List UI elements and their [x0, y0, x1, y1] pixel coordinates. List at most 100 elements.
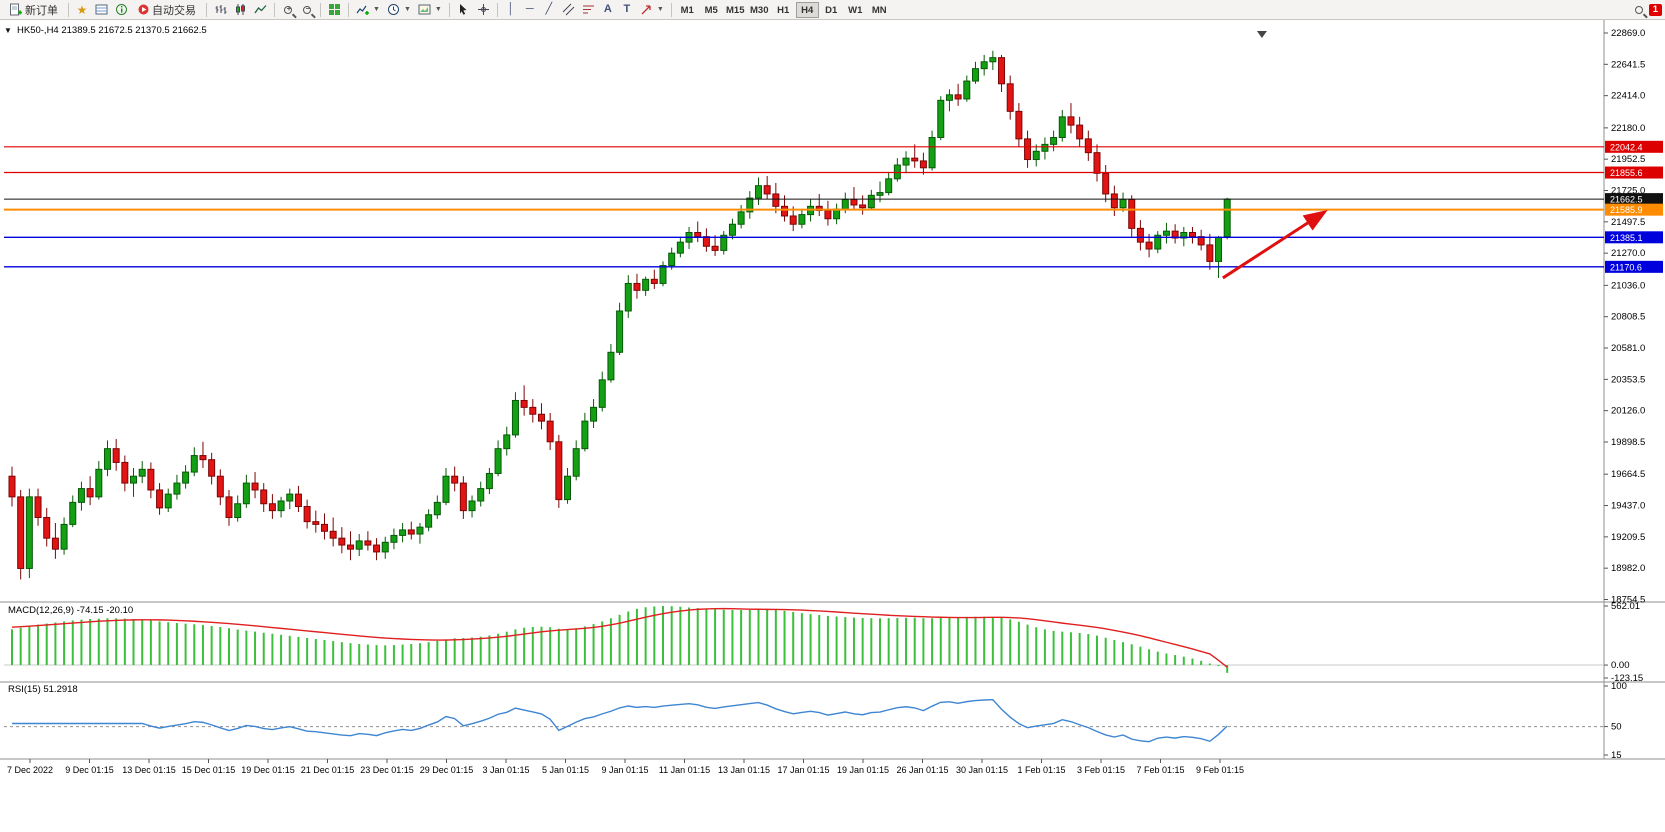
- new-order-button[interactable]: 新订单: [3, 1, 64, 19]
- chevron-down-icon: ▼: [656, 6, 664, 13]
- horizontal-line-icon: ─: [525, 3, 534, 15]
- candle: [1084, 138, 1092, 154]
- text-tool-icon: A: [603, 3, 612, 15]
- text-tool-button[interactable]: A: [599, 1, 617, 19]
- zoom-out-button[interactable]: −: [298, 1, 316, 19]
- candle: [1032, 150, 1040, 161]
- candle: [781, 205, 789, 217]
- candle: [1102, 172, 1110, 195]
- svg-text:21385.1: 21385.1: [1610, 233, 1643, 243]
- horizontal-line-tool-button[interactable]: ─: [521, 1, 539, 19]
- cursor-tool-button[interactable]: [454, 1, 473, 19]
- channel-tool-button[interactable]: [559, 1, 578, 19]
- autotrading-button[interactable]: 自动交易: [132, 1, 202, 19]
- svg-text:19 Dec 01:15: 19 Dec 01:15: [241, 765, 295, 775]
- candle: [60, 523, 68, 550]
- search-button[interactable]: [1630, 1, 1648, 19]
- bar-chart-button[interactable]: [211, 1, 230, 19]
- tile-windows-icon: [328, 3, 341, 16]
- timeframe-m5-button[interactable]: M5: [704, 4, 718, 16]
- timeframe-m1-button[interactable]: M1: [680, 4, 694, 16]
- timeframe-d1-button[interactable]: D1: [825, 4, 838, 16]
- timeframe-h1-button[interactable]: H1: [777, 4, 790, 16]
- price-axis: 22869.0 22641.5 22414.0 22180.0 21952.5 21725…: [1604, 28, 1645, 606]
- time-axis[interactable]: 7 Dec 2022 9 Dec 01:15 13 Dec 01:15 15 Dec …: [7, 759, 1244, 775]
- candle: [763, 185, 771, 195]
- timeframe-w1-button[interactable]: W1: [848, 4, 863, 16]
- svg-text:21952.5: 21952.5: [1611, 154, 1645, 165]
- candle: [937, 99, 945, 139]
- trendline-tool-button[interactable]: ╱: [540, 1, 558, 19]
- svg-text:15: 15: [1611, 750, 1622, 761]
- candle: [1223, 198, 1231, 238]
- svg-text:5 Jan 01:15: 5 Jan 01:15: [542, 765, 589, 775]
- chart-shift-marker[interactable]: [1256, 31, 1267, 38]
- macd-indicator-label: MACD(12,26,9) -74.15 -20.10: [8, 605, 134, 616]
- fibonacci-tool-button[interactable]: [579, 1, 598, 19]
- chart-area[interactable]: 22869.0 22641.5 22414.0 22180.0 21952.5 21725…: [0, 20, 1665, 832]
- label-tool-button[interactable]: T: [618, 1, 636, 19]
- candle: [1058, 116, 1066, 139]
- candle: [998, 57, 1006, 85]
- chart-canvas[interactable]: 22869.0 22641.5 22414.0 22180.0 21952.5 21725…: [0, 20, 1665, 832]
- candle: [867, 194, 875, 209]
- panel-separators[interactable]: [0, 20, 1665, 760]
- candle: [911, 157, 919, 162]
- candle: [355, 540, 363, 550]
- svg-text:19437.0: 19437.0: [1611, 501, 1645, 512]
- candle: [242, 482, 250, 505]
- market-watch-button[interactable]: [92, 1, 111, 19]
- candle: [945, 94, 953, 101]
- svg-text:20353.5: 20353.5: [1611, 374, 1645, 385]
- timeframe-mn-button[interactable]: MN: [871, 4, 887, 16]
- candle: [919, 160, 927, 169]
- svg-text:22641.5: 22641.5: [1611, 59, 1645, 70]
- candle: [329, 530, 337, 539]
- macd-axis: 562.01 0.00 -123.15: [1604, 601, 1643, 684]
- candle: [442, 475, 450, 503]
- candle: [520, 399, 528, 408]
- candle: [190, 455, 198, 473]
- candle: [433, 501, 441, 516]
- indicators-button[interactable]: ▼: [353, 1, 383, 19]
- svg-text:18754.5: 18754.5: [1611, 595, 1645, 606]
- candle: [1024, 138, 1032, 161]
- candle: [676, 241, 684, 254]
- zoom-in-icon: +: [284, 4, 292, 14]
- notification-badge[interactable]: 1: [1648, 3, 1662, 16]
- vertical-line-tool-button[interactable]: │: [502, 1, 520, 19]
- periods-button[interactable]: ▼: [384, 1, 414, 19]
- tile-windows-button[interactable]: [325, 1, 344, 19]
- favorites-button[interactable]: ★: [73, 1, 91, 19]
- candle: [225, 496, 233, 519]
- one-click-trading-toggle[interactable]: ▼: [4, 26, 12, 35]
- candle: [1067, 116, 1075, 126]
- candle: [598, 379, 606, 408]
- separator: [670, 2, 672, 17]
- timeframe-m15-button[interactable]: M15: [726, 4, 745, 16]
- candle: [8, 475, 16, 498]
- candle: [1006, 83, 1014, 112]
- timeframe-m30-button[interactable]: M30: [750, 4, 769, 16]
- arrows-tool-button[interactable]: ▼: [637, 1, 667, 19]
- templates-button[interactable]: ▼: [415, 1, 445, 19]
- trend-arrow-annotation[interactable]: [1222, 209, 1328, 280]
- candlestick-chart-button[interactable]: [231, 1, 250, 19]
- candle: [1145, 241, 1153, 250]
- candle: [702, 236, 710, 247]
- data-window-button[interactable]: [112, 1, 131, 19]
- zoom-out-icon: −: [303, 4, 311, 14]
- svg-text:22042.4: 22042.4: [1610, 142, 1643, 152]
- candle: [86, 488, 94, 498]
- candle: [989, 57, 997, 63]
- candle: [1050, 137, 1058, 145]
- candle: [1215, 236, 1223, 262]
- zoom-in-button[interactable]: +: [279, 1, 297, 19]
- line-chart-button[interactable]: [251, 1, 270, 19]
- timeframe-h4-button[interactable]: H4: [795, 1, 819, 18]
- chevron-down-icon: ▼: [434, 6, 442, 13]
- candle: [1110, 193, 1118, 209]
- crosshair-tool-button[interactable]: [474, 1, 493, 19]
